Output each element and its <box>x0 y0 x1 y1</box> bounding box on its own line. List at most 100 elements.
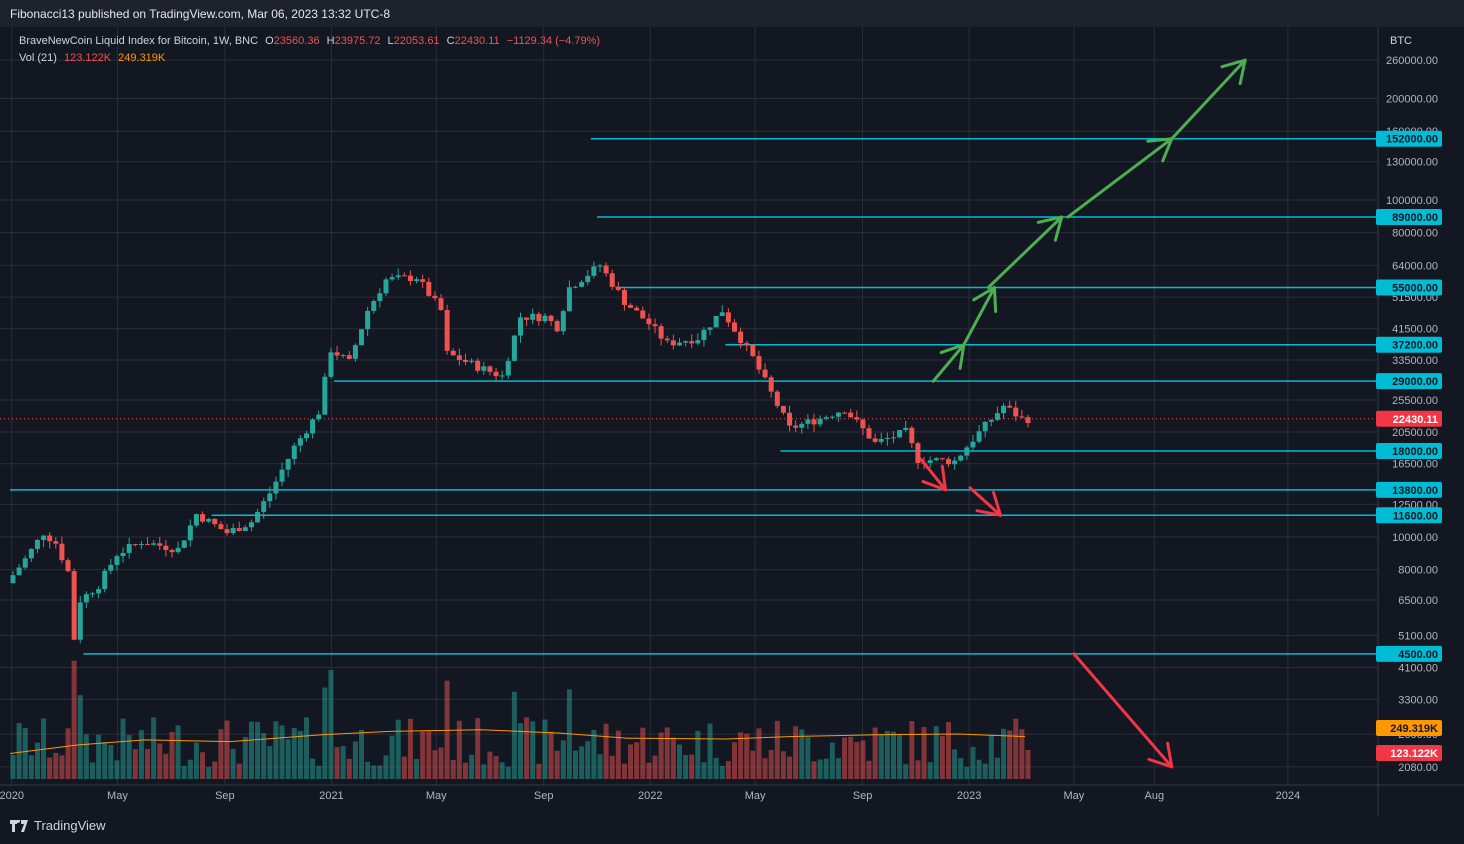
candle-body <box>866 428 872 439</box>
volume-bar <box>16 723 22 779</box>
candle-body <box>340 355 346 357</box>
price-axis: BTC260000.00200000.00160000.00130000.001… <box>1376 35 1442 774</box>
volume-bar <box>285 739 291 779</box>
arrow-shaft <box>919 457 948 492</box>
arrow-head <box>1053 215 1064 242</box>
badge-bg <box>1376 645 1442 662</box>
candle-body <box>615 286 621 290</box>
candle-body <box>872 438 878 442</box>
candle-body <box>946 459 952 465</box>
candle-body <box>719 312 725 316</box>
candle-body <box>713 315 719 328</box>
arrow-head <box>939 343 966 355</box>
candle-body <box>475 360 481 371</box>
badge-bg <box>1376 442 1442 459</box>
volume-bar <box>59 755 65 779</box>
volume-bar <box>970 746 976 779</box>
candle-body <box>102 570 108 590</box>
badge-bg <box>1376 507 1442 524</box>
volume-bar <box>138 730 144 779</box>
candle-body <box>964 447 970 456</box>
volume-bar <box>47 757 53 779</box>
badge-text: 18000.00 <box>1392 446 1438 458</box>
candle-body <box>640 310 646 319</box>
candle-body <box>401 275 407 277</box>
badge-text: 89000.00 <box>1392 212 1438 224</box>
candle-body <box>420 279 426 282</box>
price-unit-label: BTC <box>1390 35 1412 47</box>
volume-ma-badge: 249.319K <box>1376 720 1442 736</box>
price-tick-label: 5100.00 <box>1398 631 1438 643</box>
volume-bar <box>401 756 407 779</box>
candle-body <box>603 265 609 274</box>
badge-text: 13800.00 <box>1392 485 1438 497</box>
volume-bar <box>1013 718 1019 779</box>
volume-bar <box>28 755 34 779</box>
volume-ma-line <box>9 729 1026 754</box>
volume-bar <box>248 721 254 779</box>
candle-body <box>823 417 829 419</box>
candle-body <box>157 543 163 546</box>
price-chart[interactable]: BTC260000.00200000.00160000.00130000.001… <box>0 27 1464 844</box>
candle-body <box>200 514 206 522</box>
volume-bar <box>187 759 193 779</box>
volume-bar <box>126 734 132 779</box>
volume-bar <box>102 742 108 779</box>
volume-bar <box>713 757 719 779</box>
volume-bar <box>499 762 505 779</box>
candle-body <box>41 535 47 540</box>
volume-bar <box>487 751 493 779</box>
volume-bar <box>518 723 523 779</box>
volume-bar <box>958 758 964 779</box>
candle-body <box>676 342 682 346</box>
badge-bg <box>1376 279 1442 296</box>
time-tick-label: Aug <box>1144 790 1164 802</box>
volume-bar <box>793 726 799 779</box>
candle-body <box>181 540 187 548</box>
volume-bar <box>548 731 554 779</box>
price-tick-label: 200000.00 <box>1386 94 1438 106</box>
volume-bar <box>450 759 456 779</box>
arrow-head <box>1161 137 1174 163</box>
candle-body <box>536 313 542 322</box>
volume-bar <box>725 761 731 779</box>
volume-bar <box>787 756 793 779</box>
candle-body <box>377 293 383 302</box>
volume-bar <box>365 761 371 779</box>
volume-bars <box>10 660 1031 779</box>
volume-bar <box>615 730 621 779</box>
volume-bar <box>597 754 603 779</box>
price-tick-label: 10000.00 <box>1392 532 1438 544</box>
chart-area[interactable]: BTC260000.00200000.00160000.00130000.001… <box>0 27 1464 844</box>
low-value: 22053.61 <box>393 35 440 47</box>
badge-text: 22430.11 <box>1393 414 1438 426</box>
candle-body <box>890 437 896 439</box>
candle-body <box>261 501 267 512</box>
volume-bar <box>921 726 927 779</box>
candle-body <box>799 423 805 428</box>
candle-body <box>817 418 823 425</box>
volume-bar <box>145 749 151 779</box>
volume-bar <box>371 765 377 779</box>
volume-bar <box>359 729 365 779</box>
volume-bar <box>829 742 835 779</box>
tradingview-footer: TradingView <box>10 818 106 833</box>
volume-bar <box>218 729 224 779</box>
candle-body <box>22 558 28 568</box>
candle-body <box>187 525 193 541</box>
symbol-legend[interactable]: BraveNewCoin Liquid Index for Bitcoin, 1… <box>19 35 608 47</box>
candle-body <box>988 419 994 422</box>
volume-bar <box>774 720 780 779</box>
candle-body <box>328 352 334 377</box>
volume-legend[interactable]: Vol (21) 123.122K 249.319K <box>19 52 169 64</box>
grid <box>0 27 1464 817</box>
arrow-shaft <box>986 215 1064 289</box>
volume-bar <box>536 763 542 779</box>
volume-bar <box>933 726 939 779</box>
tradingview-logo-icon <box>10 819 28 832</box>
time-tick-label: May <box>1064 790 1085 802</box>
time-tick-label: Sep <box>853 790 873 802</box>
badge-text: 11600.00 <box>1393 510 1438 522</box>
arrow-head <box>958 343 966 370</box>
volume-bar <box>444 680 450 779</box>
